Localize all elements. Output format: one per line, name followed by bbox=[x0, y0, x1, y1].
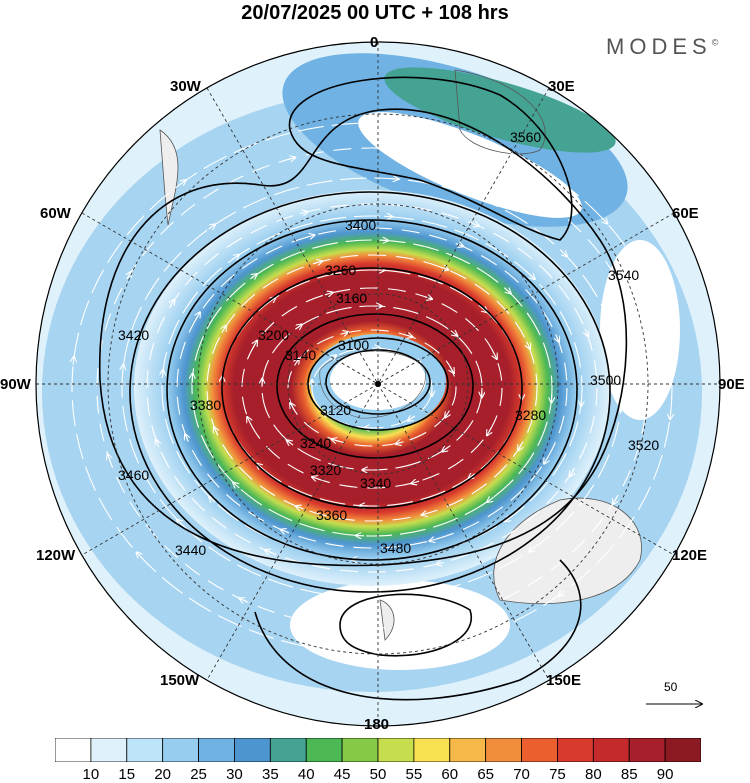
contour-label: 3160 bbox=[336, 290, 367, 306]
colorbar-tick-label: 80 bbox=[585, 766, 602, 783]
colorbar-swatch bbox=[486, 738, 522, 762]
contour-label: 3380 bbox=[190, 397, 221, 413]
colorbar-tick-label: 55 bbox=[406, 766, 423, 783]
contour-label: 3500 bbox=[590, 372, 621, 388]
contour-label: 3520 bbox=[628, 437, 659, 453]
contour-label: 3560 bbox=[510, 129, 541, 145]
lon-label-150e: 150E bbox=[546, 672, 581, 689]
lon-label-30e: 30E bbox=[548, 78, 575, 95]
colorbar-tick-label: 60 bbox=[441, 766, 458, 783]
colorbar-tick-label: 15 bbox=[118, 766, 135, 783]
colorbar-swatch bbox=[629, 738, 665, 762]
colorbar bbox=[55, 738, 701, 762]
lon-label-30w: 30W bbox=[170, 78, 201, 95]
contour-label: 3540 bbox=[608, 267, 639, 283]
lon-label-60e: 60E bbox=[672, 205, 699, 222]
colorbar-tick-label: 65 bbox=[477, 766, 494, 783]
contour-label: 3420 bbox=[118, 327, 149, 343]
colorbar-tick-label: 30 bbox=[226, 766, 243, 783]
lon-label-120w: 120W bbox=[36, 547, 75, 564]
contour-label: 3440 bbox=[175, 542, 206, 558]
colorbar-tick-label: 10 bbox=[83, 766, 100, 783]
colorbar-swatch bbox=[270, 738, 306, 762]
contour-label: 3120 bbox=[320, 402, 351, 418]
colorbar-swatch bbox=[557, 738, 593, 762]
colorbar-tick-label: 75 bbox=[549, 766, 566, 783]
contour-label: 3260 bbox=[325, 262, 356, 278]
colorbar-swatch bbox=[378, 738, 414, 762]
colorbar-tick-label: 90 bbox=[657, 766, 674, 783]
colorbar-swatch bbox=[55, 738, 91, 762]
contour-label: 3340 bbox=[360, 475, 391, 491]
lon-label-90w: 90W bbox=[0, 376, 31, 393]
colorbar-labels: 10 15 20 25 30 35 40 45 50 55 60 65 70 75 80 85 90 bbox=[0, 766, 750, 782]
contour-label: 3100 bbox=[338, 337, 369, 353]
colorbar-tick-label: 85 bbox=[621, 766, 638, 783]
colorbar-swatch bbox=[306, 738, 342, 762]
colorbar-tick-label: 45 bbox=[334, 766, 351, 783]
wind-arrow bbox=[581, 398, 582, 406]
colorbar-swatch bbox=[163, 738, 199, 762]
colorbar-tick-label: 25 bbox=[190, 766, 207, 783]
colorbar-swatch bbox=[234, 738, 270, 762]
colorbar-tick-label: 40 bbox=[298, 766, 315, 783]
lon-label-60w: 60W bbox=[40, 205, 71, 222]
reference-vector: 50 bbox=[644, 680, 708, 720]
lon-label-90e: 90E bbox=[718, 376, 745, 393]
colorbar-swatch bbox=[199, 738, 235, 762]
contour-label: 3320 bbox=[310, 462, 341, 478]
colorbar-swatch bbox=[665, 738, 701, 762]
contour-label: 3200 bbox=[258, 327, 289, 343]
colorbar-swatch bbox=[593, 738, 629, 762]
colorbar-tick-label: 20 bbox=[154, 766, 171, 783]
contour-label: 3480 bbox=[380, 540, 411, 556]
colorbar-swatch bbox=[91, 738, 127, 762]
lon-label-0: 0 bbox=[370, 34, 378, 51]
colorbar-tick-label: 70 bbox=[513, 766, 530, 783]
colorbar-swatch bbox=[522, 738, 558, 762]
wind-arrow bbox=[621, 403, 622, 411]
contour-label: 3140 bbox=[285, 347, 316, 363]
contour-label: 3460 bbox=[118, 467, 149, 483]
contour-label: 3400 bbox=[345, 217, 376, 233]
contour-label: 3360 bbox=[316, 507, 347, 523]
wind-arrow bbox=[162, 370, 163, 378]
lon-label-120e: 120E bbox=[672, 547, 707, 564]
colorbar-swatch bbox=[127, 738, 163, 762]
contour-label: 3240 bbox=[300, 435, 331, 451]
colorbar-swatch bbox=[450, 738, 486, 762]
wind-arrow bbox=[398, 124, 406, 125]
pole-marker bbox=[375, 381, 381, 387]
colorbar-swatch bbox=[342, 738, 378, 762]
colorbar-tick-label: 35 bbox=[262, 766, 279, 783]
colorbar-tick-label: 50 bbox=[370, 766, 387, 783]
contour-label: 3280 bbox=[515, 407, 546, 423]
wind-arrow bbox=[123, 365, 124, 373]
colorbar-swatch bbox=[414, 738, 450, 762]
lon-label-150w: 150W bbox=[160, 672, 199, 689]
lon-label-180: 180 bbox=[364, 716, 389, 733]
